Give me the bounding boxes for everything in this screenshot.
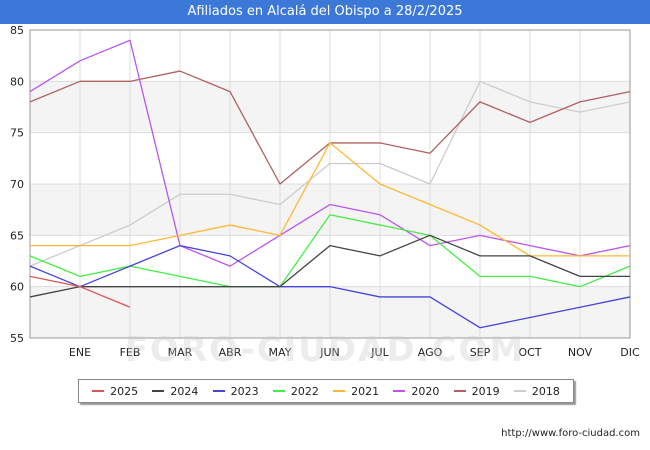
y-tick-label: 75 bbox=[10, 127, 24, 140]
legend-swatch bbox=[333, 390, 346, 392]
legend-swatch bbox=[513, 390, 526, 392]
x-tick-label: SEP bbox=[470, 346, 491, 359]
legend-item-2018: 2018 bbox=[513, 384, 560, 398]
x-tick-label: FEB bbox=[120, 346, 141, 359]
x-tick-label: NOV bbox=[568, 346, 593, 359]
x-tick-label: ENE bbox=[69, 346, 91, 359]
series-line-2023 bbox=[29, 244, 631, 329]
title-bar: Afiliados en Alcalá del Obispo a 28/2/20… bbox=[0, 0, 650, 24]
series-line-2025 bbox=[29, 275, 131, 308]
x-tick-label: AGO bbox=[418, 346, 443, 359]
y-tick-label: 60 bbox=[10, 281, 24, 294]
legend-item-2019: 2019 bbox=[453, 384, 500, 398]
legend-swatch bbox=[272, 390, 285, 392]
series-line-2018 bbox=[29, 80, 631, 267]
legend-item-2025: 2025 bbox=[92, 385, 138, 398]
legend-label: 2022 bbox=[290, 384, 319, 398]
x-tick-label: DIC bbox=[620, 346, 640, 359]
legend-swatch bbox=[453, 390, 466, 392]
x-tick-label: OCT bbox=[518, 346, 541, 359]
legend-item-2023: 2023 bbox=[212, 384, 259, 398]
x-tick-label: JUL bbox=[370, 346, 389, 359]
y-tick-label: 85 bbox=[10, 24, 24, 37]
chart-title: Afiliados en Alcalá del Obispo a 28/2/20… bbox=[187, 4, 463, 19]
legend-label: 2023 bbox=[230, 384, 259, 398]
legend-item-2024: 2024 bbox=[152, 385, 198, 398]
legend-swatch bbox=[92, 390, 105, 392]
watermark: FORO-CIUDAD.COM bbox=[124, 330, 526, 370]
legend-swatch bbox=[393, 390, 406, 392]
x-tick-label: MAR bbox=[168, 346, 193, 359]
legend-label: 2018 bbox=[531, 384, 560, 398]
x-tick-label: JUN bbox=[319, 346, 340, 359]
legend-label: 2021 bbox=[351, 384, 380, 398]
legend-item-2022: 2022 bbox=[272, 384, 319, 398]
y-tick-label: 70 bbox=[10, 178, 24, 191]
x-tick-label: MAY bbox=[269, 346, 292, 359]
y-tick-label: 80 bbox=[10, 75, 24, 88]
legend-label: 2025 bbox=[110, 384, 139, 398]
y-tick-label: 65 bbox=[10, 229, 24, 242]
series-line-2020 bbox=[29, 39, 631, 267]
y-tick-label: 55 bbox=[10, 332, 24, 345]
legend-label: 2019 bbox=[471, 384, 500, 398]
legend: 2025 2024 2023 2022 2021 2020 2019 2018 bbox=[78, 379, 574, 403]
legend-item-2020: 2020 bbox=[393, 385, 439, 398]
x-tick-label: ABR bbox=[219, 346, 242, 359]
legend-item-2021: 2021 bbox=[333, 385, 379, 398]
plot-border bbox=[29, 29, 631, 339]
series-line-2024 bbox=[29, 234, 630, 298]
legend-swatch bbox=[212, 390, 225, 392]
legend-swatch bbox=[152, 390, 165, 392]
legend-label: 2024 bbox=[170, 384, 199, 398]
source-url: http://www.foro-ciudad.com bbox=[501, 428, 640, 439]
legend-label: 2020 bbox=[411, 384, 440, 398]
